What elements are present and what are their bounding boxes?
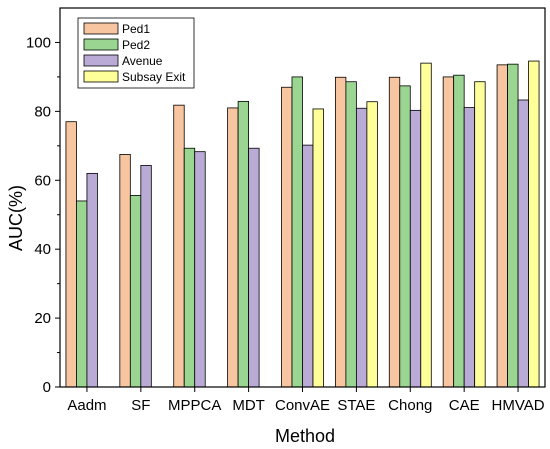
bar-subsay-exit-stae xyxy=(366,101,378,388)
x-tick-label-cae: CAE xyxy=(449,397,480,414)
y-tick-label: 100 xyxy=(26,34,51,51)
legend-swatch-avenue xyxy=(83,54,119,67)
y-tick-label: 60 xyxy=(34,172,51,189)
legend-label-subsay-exit: Subsay Exit xyxy=(122,70,186,84)
legend-swatch-ped2 xyxy=(83,38,119,51)
bar-ped2-hmvad xyxy=(507,63,519,388)
bar-ped1-convae xyxy=(281,86,293,388)
bar-avenue-mdt xyxy=(248,147,260,388)
x-tick-label-sf: SF xyxy=(131,397,150,414)
bar-ped1-mdt xyxy=(227,107,239,388)
bar-ped2-sf xyxy=(129,195,142,388)
x-tick-label-aadm: Aadm xyxy=(67,397,106,414)
bar-ped1-cae xyxy=(442,76,455,388)
y-tick-label: 20 xyxy=(34,310,51,327)
bar-ped2-aadm xyxy=(76,200,88,388)
bar-ped2-chong xyxy=(399,85,411,388)
y-tick-label: 0 xyxy=(43,379,51,396)
legend: Ped1 Ped2 Avenue Subsay Exit xyxy=(77,17,195,89)
legend-swatch-ped1 xyxy=(83,22,119,35)
bar-avenue-stae xyxy=(355,107,368,388)
bar-subsay-exit-hmvad xyxy=(528,60,540,388)
bar-ped2-mppca xyxy=(183,147,196,388)
bar-subsay-exit-chong xyxy=(420,62,432,388)
bar-avenue-mppca xyxy=(194,151,206,388)
x-tick-label-stae: STAE xyxy=(337,397,375,414)
axes-layer: 0 20 40 60 80 100 Aadm SF MPPCA MDT ConvAE STAE Chon… xyxy=(26,7,546,414)
bar-avenue-convae xyxy=(302,144,314,388)
bar-subsay-exit-convae xyxy=(312,108,324,388)
bar-avenue-cae xyxy=(463,107,476,388)
x-tick-label-convae: ConvAE xyxy=(275,397,330,414)
x-tick-label-hmvad: HMVAD xyxy=(492,397,545,414)
bar-avenue-chong xyxy=(409,109,422,388)
bar-ped1-sf xyxy=(119,154,131,388)
bar-avenue-aadm xyxy=(86,172,98,388)
bar-ped2-convae xyxy=(291,76,303,388)
bar-subsay-exit-cae xyxy=(474,81,486,388)
bar-avenue-hmvad xyxy=(517,99,529,388)
bar-ped2-mdt xyxy=(237,100,250,388)
y-tick-label: 40 xyxy=(34,241,51,258)
bar-avenue-sf xyxy=(140,165,152,388)
x-tick-label-chong: Chong xyxy=(388,397,432,414)
legend-label-ped2: Ped2 xyxy=(122,38,150,52)
bar-ped1-hmvad xyxy=(496,64,508,388)
bars-layer xyxy=(65,60,540,388)
y-axis-title: AUC(%) xyxy=(6,185,26,251)
bar-ped2-stae xyxy=(345,81,357,388)
x-tick-label-mdt: MDT xyxy=(232,397,265,414)
bar-ped1-aadm xyxy=(65,121,77,388)
y-tick-label: 80 xyxy=(34,103,51,120)
legend-label-avenue: Avenue xyxy=(122,54,163,68)
bar-ped1-chong xyxy=(388,76,401,388)
bar-ped2-cae xyxy=(453,74,465,388)
legend-swatch-subsay-exit xyxy=(83,70,119,83)
bar-ped1-stae xyxy=(334,76,347,388)
bar-ped1-mppca xyxy=(173,104,185,388)
legend-label-ped1: Ped1 xyxy=(122,22,150,36)
x-tick-label-mppca: MPPCA xyxy=(168,397,221,414)
x-axis-title: Method xyxy=(275,426,335,446)
